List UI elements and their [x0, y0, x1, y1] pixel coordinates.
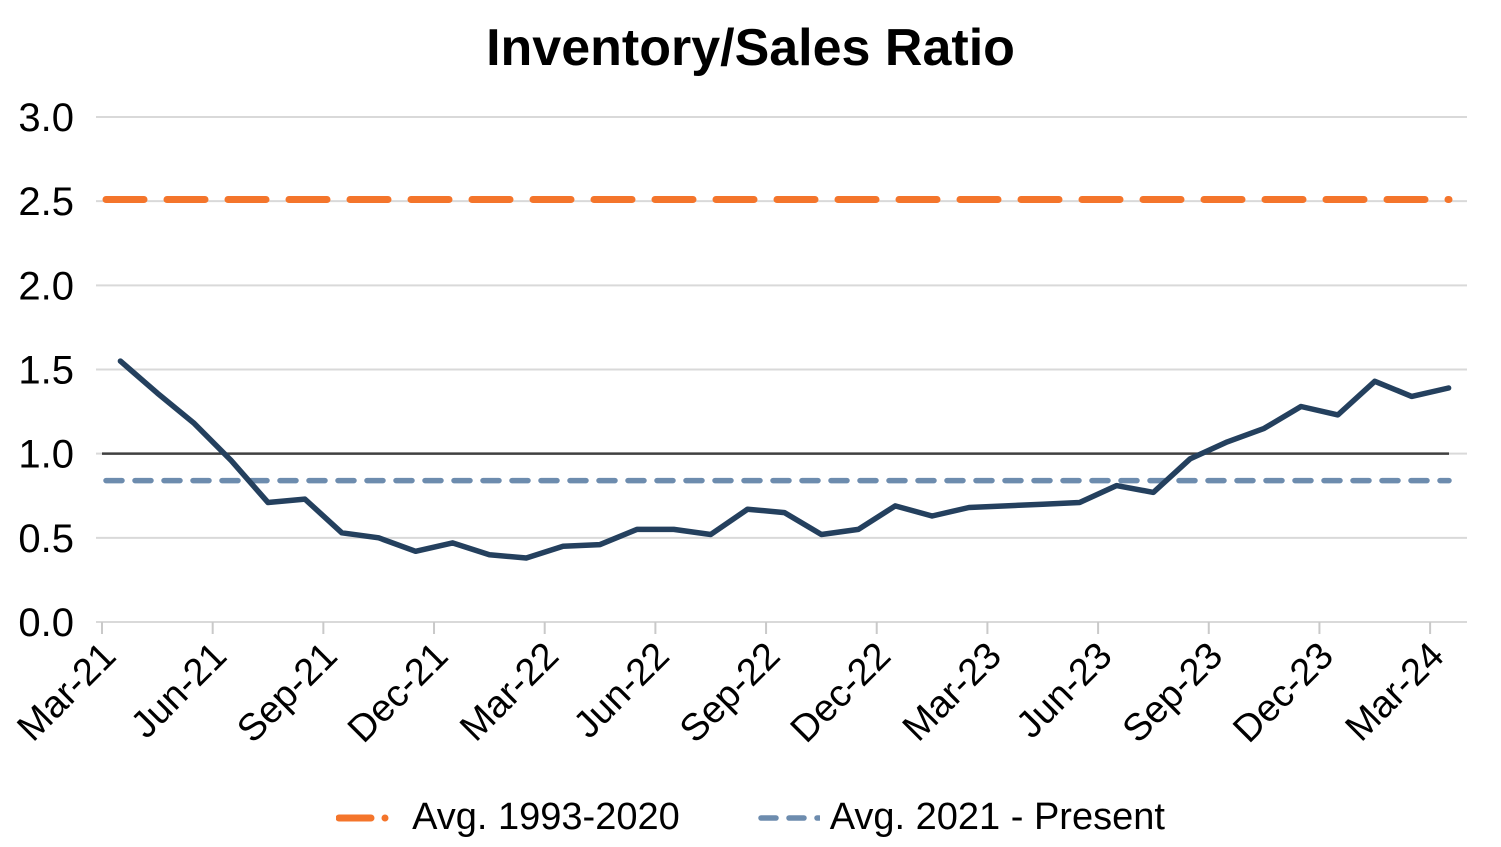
x-axis-label: Mar-23: [895, 635, 1010, 750]
y-axis-label: 1.0: [18, 433, 74, 477]
legend-item-avg-2021-present: Avg. 2021 - Present: [757, 796, 1165, 839]
legend: Avg. 1993-2020 Avg. 2021 - Present: [0, 796, 1501, 839]
x-axis-label: Jun-21: [123, 635, 235, 747]
legend-item-avg-1993-2020: Avg. 1993-2020: [336, 796, 680, 839]
x-axis-label: Mar-24: [1338, 635, 1453, 750]
x-axis-label: Sep-21: [229, 635, 345, 751]
series-line: [117, 358, 1452, 561]
long-dash-line-icon: [336, 814, 403, 821]
x-axis-label: Mar-21: [10, 635, 125, 750]
legend-label: Avg. 2021 - Present: [829, 796, 1165, 838]
x-axis-label: Dec-21: [340, 635, 456, 751]
y-axis-label: 2.0: [18, 264, 74, 308]
x-axis-label: Jun-22: [566, 635, 678, 747]
x-axis-label: Sep-22: [672, 635, 788, 751]
y-axis-label: 1.5: [18, 349, 74, 393]
x-axis-label: Dec-22: [783, 635, 899, 751]
x-axis-label: Dec-23: [1225, 635, 1341, 751]
y-axis-label: 2.5: [18, 180, 74, 224]
x-axis-label: Mar-22: [452, 635, 567, 750]
x-axis-label: Sep-23: [1115, 635, 1231, 751]
legend-label: Avg. 1993-2020: [412, 796, 680, 838]
short-dash-line-icon: [757, 814, 820, 821]
x-axis-label: Jun-23: [1009, 635, 1121, 747]
y-axis-label: 3.0: [18, 96, 74, 140]
chart-title: Inventory/Sales Ratio: [486, 19, 1015, 77]
y-axis-label: 0.5: [18, 517, 74, 561]
y-axis-label: 0.0: [18, 601, 74, 645]
